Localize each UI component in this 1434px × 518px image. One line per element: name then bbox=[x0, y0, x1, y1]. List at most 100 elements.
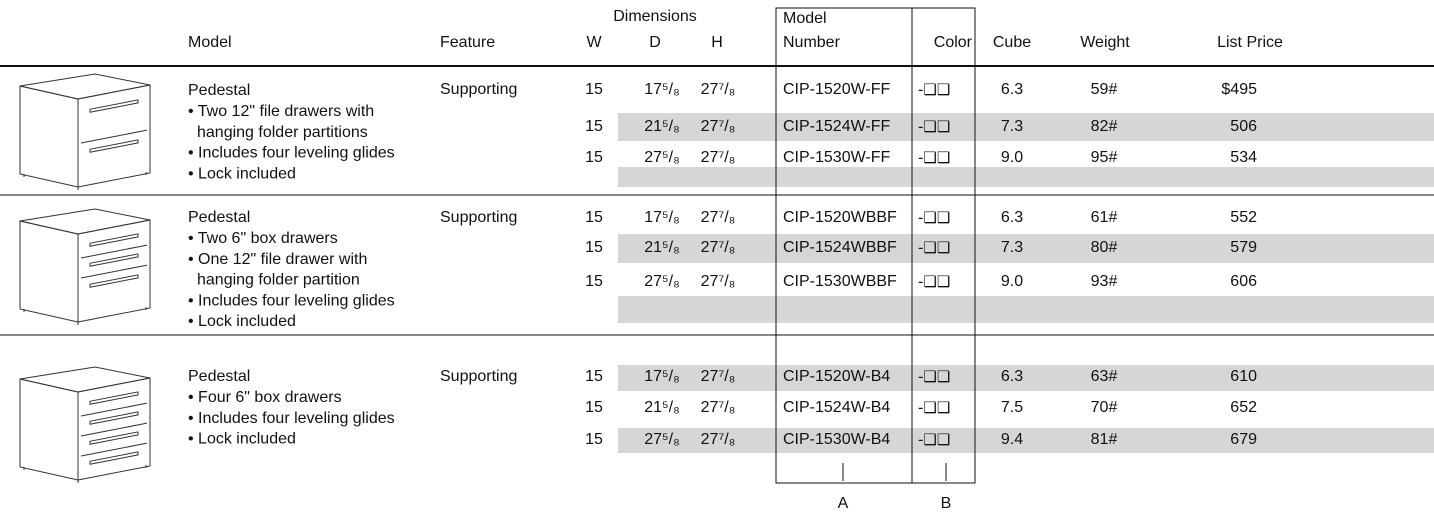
weight: 81# bbox=[1091, 431, 1118, 448]
cube: 6.3 bbox=[1001, 81, 1023, 98]
cabinet-top bbox=[19, 73, 151, 100]
cube: 7.3 bbox=[1001, 239, 1023, 256]
depth: 21⁵/₈ bbox=[644, 118, 680, 135]
model-feature-line: • Includes four leveling glides bbox=[188, 410, 395, 427]
header-model: Model bbox=[188, 34, 232, 51]
width: 15 bbox=[585, 239, 603, 256]
model-name: Pedestal bbox=[188, 209, 250, 226]
color: -❑❑ bbox=[918, 273, 950, 291]
color: -❑❑ bbox=[918, 149, 950, 167]
height: 27⁷/₈ bbox=[701, 368, 736, 385]
color: -❑❑ bbox=[918, 118, 950, 136]
drawer-handle bbox=[89, 431, 139, 445]
header-model-number: Model bbox=[783, 10, 827, 27]
height: 27⁷/₈ bbox=[701, 149, 736, 166]
header-dimensions: Dimensions bbox=[613, 8, 697, 25]
width: 15 bbox=[585, 273, 603, 290]
cabinet-front bbox=[77, 219, 151, 323]
drawer-handle bbox=[89, 233, 139, 247]
weight: 80# bbox=[1091, 239, 1118, 256]
cabinet-top bbox=[19, 366, 151, 393]
height: 27⁷/₈ bbox=[701, 81, 736, 98]
header-weight: Weight bbox=[1080, 34, 1130, 51]
shaded-row bbox=[618, 428, 1434, 453]
color: -❑❑ bbox=[918, 399, 950, 417]
color: -❑❑ bbox=[918, 431, 950, 449]
weight: 70# bbox=[1091, 399, 1118, 416]
model-number: CIP-1530WBBF bbox=[783, 273, 897, 290]
model-feature-line: • Two 6" box drawers bbox=[188, 230, 338, 247]
drawer-handle bbox=[89, 411, 139, 425]
model-feature-line: • Includes four leveling glides bbox=[188, 145, 395, 162]
model-feature-line: • One 12" file drawer with bbox=[188, 251, 367, 268]
cube: 9.0 bbox=[1001, 149, 1023, 166]
model-feature-line: • Four 6" box drawers bbox=[188, 389, 342, 406]
model-name: Pedestal bbox=[188, 82, 250, 99]
drawer-edge bbox=[80, 244, 148, 259]
list-price: 652 bbox=[1230, 399, 1257, 416]
height: 27⁷/₈ bbox=[701, 118, 736, 135]
header-color: Color bbox=[934, 34, 973, 51]
model-number: CIP-1530W-B4 bbox=[783, 431, 890, 448]
shaded-row bbox=[618, 365, 1434, 391]
callout-b: B bbox=[941, 495, 952, 512]
cabinet-front bbox=[77, 377, 151, 481]
header-d: D bbox=[649, 34, 661, 51]
width: 15 bbox=[585, 149, 603, 166]
header-model-number: Number bbox=[783, 34, 841, 51]
color: -❑❑ bbox=[918, 209, 950, 227]
highlight-frame bbox=[775, 7, 976, 484]
cube: 9.0 bbox=[1001, 273, 1023, 290]
drawer-edge bbox=[80, 264, 148, 279]
weight: 82# bbox=[1091, 118, 1118, 135]
depth: 27⁵/₈ bbox=[644, 149, 680, 166]
drawer-edge bbox=[80, 129, 148, 144]
model-number: CIP-1524W-B4 bbox=[783, 399, 890, 416]
cabinet-top bbox=[19, 208, 151, 235]
color: -❑❑ bbox=[918, 239, 950, 257]
model-feature-line: • Lock included bbox=[188, 313, 296, 330]
list-price: 610 bbox=[1230, 368, 1257, 385]
width: 15 bbox=[585, 399, 603, 416]
drawer-edge bbox=[80, 422, 148, 437]
drawer-handle bbox=[89, 391, 139, 405]
list-price: 552 bbox=[1230, 209, 1257, 226]
header-cube: Cube bbox=[993, 34, 1031, 51]
depth: 27⁵/₈ bbox=[644, 273, 680, 290]
cabinet-side bbox=[19, 220, 79, 323]
model-feature-line: hanging folder partition bbox=[197, 272, 360, 289]
width: 15 bbox=[585, 368, 603, 385]
drawer-handle bbox=[89, 139, 139, 153]
depth: 17⁵/₈ bbox=[644, 209, 680, 226]
cube: 6.3 bbox=[1001, 209, 1023, 226]
width: 15 bbox=[585, 118, 603, 135]
list-price: 679 bbox=[1230, 431, 1257, 448]
cabinet-illustration bbox=[19, 73, 151, 190]
color: -❑❑ bbox=[918, 368, 950, 386]
height: 27⁷/₈ bbox=[701, 239, 736, 256]
height: 27⁷/₈ bbox=[701, 431, 736, 448]
model-number: CIP-1530W-FF bbox=[783, 149, 891, 166]
feature: Supporting bbox=[440, 209, 517, 226]
model-feature-line: hanging folder partitions bbox=[197, 124, 368, 141]
cabinet-front bbox=[77, 84, 151, 188]
shaded-row bbox=[618, 167, 1434, 187]
model-number: CIP-1520W-FF bbox=[783, 81, 891, 98]
cube: 7.5 bbox=[1001, 399, 1023, 416]
height: 27⁷/₈ bbox=[701, 209, 736, 226]
drawer-edge bbox=[80, 442, 148, 457]
cabinet-illustration bbox=[19, 366, 151, 483]
shaded-row bbox=[618, 234, 1434, 263]
height: 27⁷/₈ bbox=[701, 273, 736, 290]
header-feature: Feature bbox=[440, 34, 495, 51]
drawer-edge bbox=[80, 402, 148, 417]
model-number: CIP-1520WBBF bbox=[783, 209, 897, 226]
depth: 27⁵/₈ bbox=[644, 431, 680, 448]
feature: Supporting bbox=[440, 368, 517, 385]
list-price: $495 bbox=[1221, 81, 1257, 98]
width: 15 bbox=[585, 209, 603, 226]
cabinet-side bbox=[19, 85, 79, 188]
header-list-price: List Price bbox=[1217, 34, 1283, 51]
cube: 9.4 bbox=[1001, 431, 1023, 448]
